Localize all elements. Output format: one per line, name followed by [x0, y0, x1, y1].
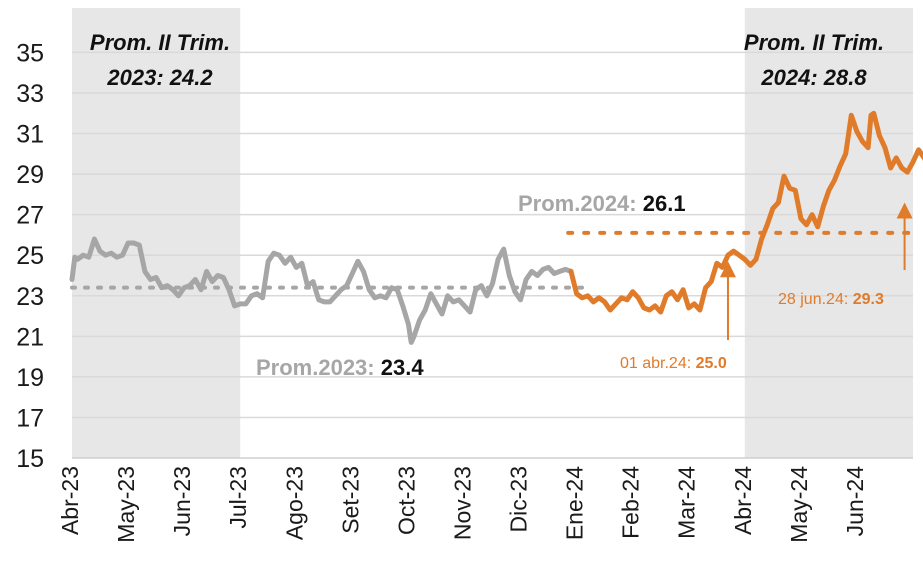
average-value: 26.1 — [643, 191, 686, 216]
average-label-1: Prom.2023: 23.4 — [256, 355, 424, 380]
x-tick-label: May-24 — [786, 466, 812, 543]
shaded-quarter-1 — [72, 8, 241, 458]
arrow-head — [719, 261, 736, 278]
x-tick-label: Abr-23 — [57, 466, 83, 535]
x-tick-label: May-23 — [113, 466, 139, 543]
x-tick-label: Oct-23 — [393, 466, 419, 535]
x-tick-label: Ago-23 — [281, 466, 307, 540]
x-tick-label: Feb-24 — [618, 466, 644, 539]
y-tick-label: 17 — [16, 404, 44, 432]
annotation-value: 25.0 — [696, 355, 727, 372]
annotation-label-2: 28 jun.24: 29.3 — [778, 291, 884, 308]
y-tick-label: 35 — [16, 39, 44, 67]
y-tick-label: 25 — [16, 242, 44, 270]
x-tick-label: Mar-24 — [674, 466, 700, 539]
annotation-value: 29.3 — [853, 291, 884, 308]
average-value: 23.4 — [381, 355, 425, 380]
average-label-text: Prom.2024: — [518, 191, 643, 216]
y-tick-label: 23 — [16, 283, 44, 311]
arrow-head — [896, 202, 913, 219]
x-tick-label: Jun-24 — [842, 466, 868, 537]
shaded-label-line2: 2024: 28.8 — [760, 65, 867, 90]
annotation-date: 28 jun.24: — [778, 291, 853, 308]
x-tick-label: Ene-24 — [562, 466, 588, 540]
average-label-2: Prom.2024: 26.1 — [518, 191, 686, 216]
x-tick-label: Nov-23 — [449, 466, 475, 540]
annotation-date: 01 abr.24: — [620, 355, 696, 372]
x-tick-label: Jul-23 — [225, 466, 251, 529]
shaded-label-line1: Prom. II Trim. — [90, 30, 230, 55]
x-tick-label: Jun-23 — [169, 466, 195, 536]
annotation-label-1: 01 abr.24: 25.0 — [620, 355, 727, 372]
y-tick-label: 31 — [16, 121, 44, 149]
x-tick-label: Abr-24 — [730, 466, 756, 535]
series-line-1 — [69, 236, 574, 345]
y-tick-label: 19 — [16, 364, 44, 392]
y-tick-label: 15 — [16, 445, 44, 473]
x-tick-label: Set-23 — [337, 466, 363, 534]
y-tick-label: 27 — [16, 202, 44, 230]
x-tick-label: Dic-23 — [506, 466, 532, 532]
shaded-label-line2: 2023: 24.2 — [106, 65, 213, 90]
y-tick-label: 21 — [16, 323, 44, 351]
average-label-text: Prom.2023: — [256, 355, 381, 380]
y-tick-label: 29 — [16, 161, 44, 189]
series-line-2 — [568, 110, 923, 315]
shaded-label-line1: Prom. II Trim. — [744, 30, 884, 55]
y-tick-label: 33 — [16, 80, 44, 108]
